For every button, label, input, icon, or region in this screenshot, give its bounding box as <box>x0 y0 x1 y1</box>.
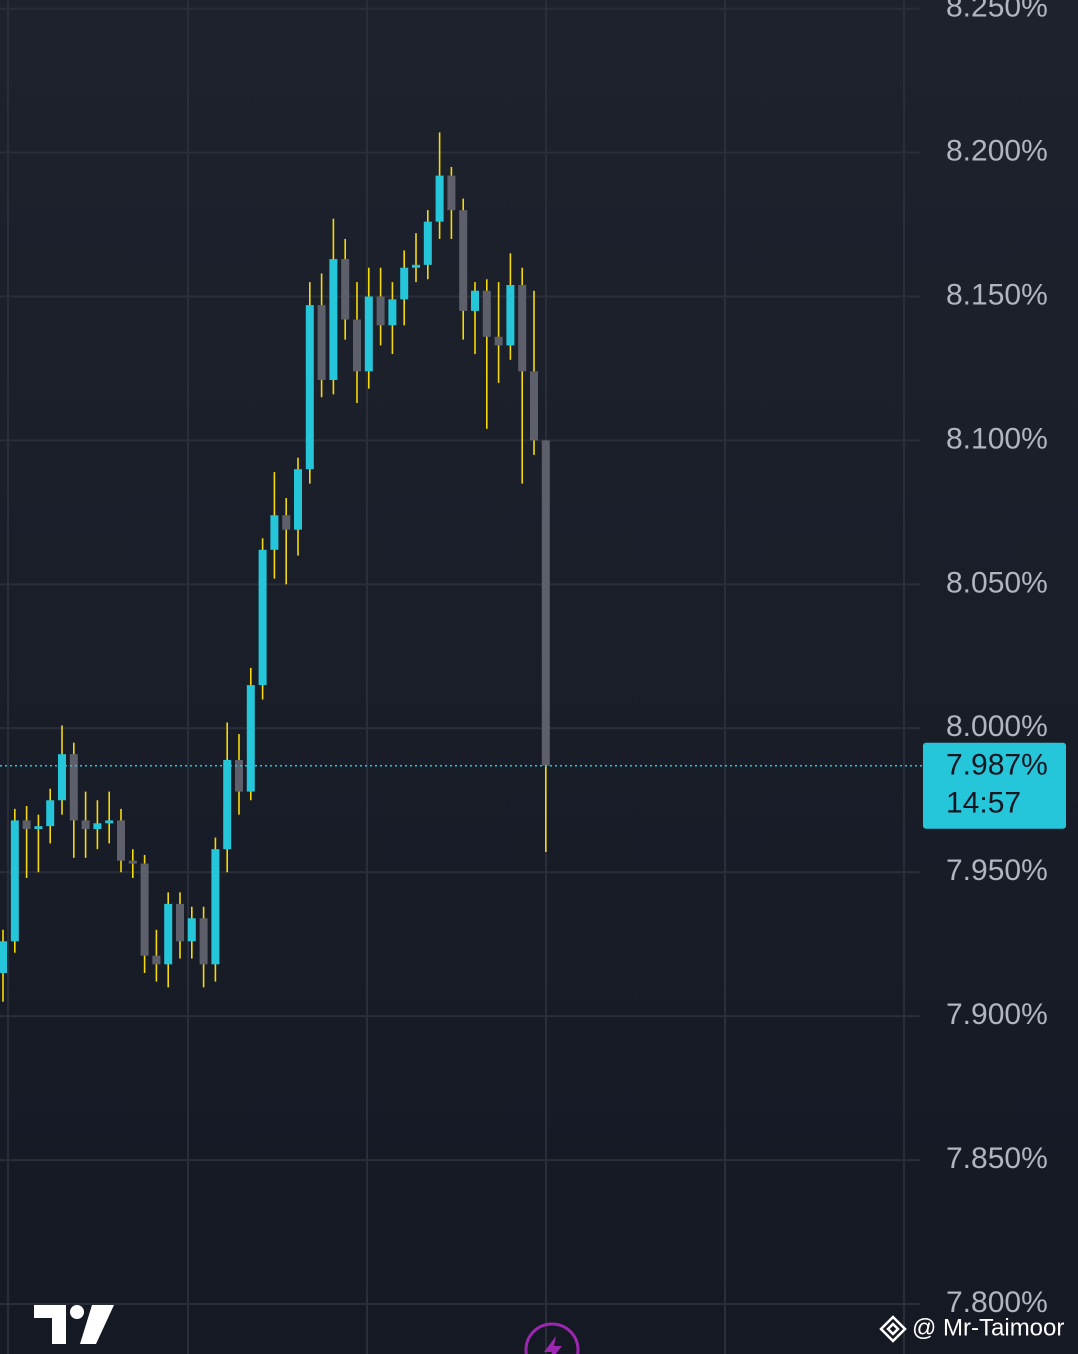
candle-body <box>128 860 137 864</box>
candle-body <box>258 549 267 686</box>
candle-body <box>423 221 432 265</box>
candle-body <box>58 754 66 801</box>
candles <box>0 132 550 1002</box>
watermark: @ Mr-Taimoor <box>912 1314 1064 1341</box>
candle-body <box>412 264 420 268</box>
candle-body <box>246 685 255 792</box>
lightning-button[interactable] <box>524 1322 580 1354</box>
candle-body <box>164 903 173 965</box>
y-tick-label: 8.000% <box>946 710 1048 743</box>
candle-body <box>400 267 409 300</box>
candle-body <box>22 820 31 830</box>
time-grid <box>7 0 905 1354</box>
y-tick-label: 8.100% <box>946 422 1048 455</box>
candle-body <box>541 440 550 766</box>
watermark-icon <box>879 1315 907 1343</box>
y-tick-label: 7.850% <box>946 1142 1048 1175</box>
candle-body <box>459 210 468 311</box>
candle-body <box>282 515 291 530</box>
candle-body <box>69 754 78 821</box>
y-tick-label: 8.050% <box>946 566 1048 599</box>
candle-body <box>471 290 479 311</box>
candle-body <box>270 515 279 550</box>
candle-body <box>117 820 125 861</box>
y-tick-label: 7.950% <box>946 854 1048 887</box>
candle-body <box>530 371 538 441</box>
tradingview-logo <box>34 1305 114 1344</box>
candle-body <box>447 175 456 211</box>
y-tick-label: 8.200% <box>946 134 1048 167</box>
candle-body <box>199 918 208 965</box>
candle-body <box>152 955 161 965</box>
candle-body <box>211 849 220 965</box>
candle-body <box>317 305 326 380</box>
candle-body <box>518 284 527 372</box>
candle-body <box>93 823 102 830</box>
candle-body <box>305 305 314 470</box>
candle-body <box>223 759 232 850</box>
candle-body <box>388 299 397 326</box>
candle-body <box>10 820 19 942</box>
candle-body <box>294 469 302 530</box>
candle-body <box>482 290 491 337</box>
countdown: 14:57 <box>946 787 1021 820</box>
y-tick-label: 8.150% <box>946 278 1048 311</box>
y-tick-label: 7.800% <box>946 1286 1048 1319</box>
candle-body <box>105 820 114 824</box>
candle-body <box>235 759 243 792</box>
candle-body <box>81 820 90 830</box>
candle-body <box>0 941 7 973</box>
y-tick-label: 8.250% <box>946 0 1048 24</box>
y-tick-label: 7.900% <box>946 998 1048 1031</box>
price-axis: 8.250% 8.200% 8.150% 8.100% 8.050% 8.000% 7.95… <box>946 0 1048 1319</box>
candle-body <box>435 175 444 222</box>
candle-body <box>46 800 55 827</box>
candle-body <box>353 319 361 372</box>
candle-body <box>140 863 149 956</box>
candle-body <box>506 284 515 346</box>
last-price-label: 7.987% <box>946 749 1048 782</box>
candle-body <box>494 336 503 346</box>
candle-body <box>329 259 338 380</box>
candle-body <box>176 903 184 942</box>
candle-body <box>187 918 196 942</box>
candle-body <box>341 259 350 320</box>
price-label-box <box>923 742 1066 829</box>
candle-body <box>364 296 373 372</box>
candle-body <box>376 296 385 326</box>
candle-body <box>34 826 43 830</box>
